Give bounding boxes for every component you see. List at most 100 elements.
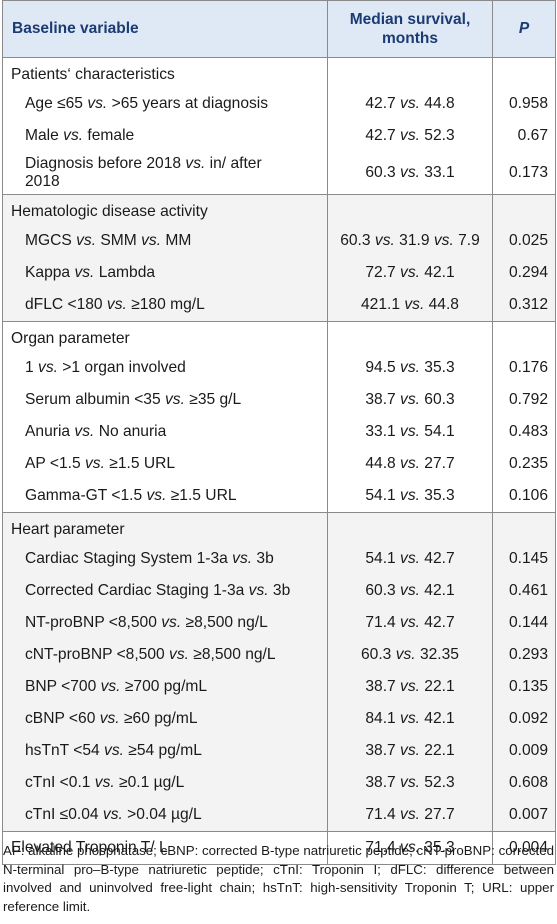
table-row: hsTnT <54 vs. ≥54 pg/mL 38.7 vs. 22.1 0.00… <box>2 735 556 767</box>
median-survival-cell: 38.7 vs. 52.3 <box>327 767 493 799</box>
p-value-cell: 0.461 <box>492 575 556 607</box>
variable-cell: AP <1.5 vs. ≥1.5 URL <box>2 448 328 480</box>
table-row: MGCS vs. SMM vs. MM 60.3 vs. 31.9 vs. 7.9… <box>2 225 556 257</box>
table-row: Serum albumin <35 vs. ≥35 g/L 38.7 vs. 60… <box>2 384 556 416</box>
variable-cell: Serum albumin <35 vs. ≥35 g/L <box>2 384 328 416</box>
empty-cell <box>327 57 493 88</box>
median-survival-cell: 60.3 vs. 33.1 <box>327 152 493 195</box>
p-value-cell: 0.173 <box>492 152 556 195</box>
table-row: dFLC <180 vs. ≥180 mg/L 421.1 vs. 44.8 0.3… <box>2 289 556 322</box>
table-row: NT-proBNP <8,500 vs. ≥8,500 ng/L 71.4 vs.… <box>2 607 556 639</box>
median-survival-cell: 54.1 vs. 42.7 <box>327 543 493 575</box>
header-median-survival-line1: Median survival, <box>349 11 471 28</box>
header-median-survival: Median survival, months <box>327 0 493 58</box>
median-survival-cell: 38.7 vs. 22.1 <box>327 735 493 767</box>
p-value-cell: 0.176 <box>492 352 556 384</box>
empty-cell <box>327 321 493 352</box>
variable-cell: Cardiac Staging System 1-3a vs. 3b <box>2 543 328 575</box>
median-survival-cell: 38.7 vs. 22.1 <box>327 671 493 703</box>
median-survival-cell: 42.7 vs. 44.8 <box>327 88 493 120</box>
table-row: Corrected Cardiac Staging 1-3a vs. 3b 60.… <box>2 575 556 607</box>
p-value-cell: 0.025 <box>492 225 556 257</box>
variable-cell: Gamma-GT <1.5 vs. ≥1.5 URL <box>2 480 328 513</box>
table-row: cNT-proBNP <8,500 vs. ≥8,500 ng/L 60.3 vs… <box>2 639 556 671</box>
section-title: Patients‘ characteristics <box>2 57 328 88</box>
p-value-cell: 0.235 <box>492 448 556 480</box>
p-value-cell: 0.483 <box>492 416 556 448</box>
section-title-row: Hematologic disease activity <box>2 194 556 225</box>
p-value-cell: 0.009 <box>492 735 556 767</box>
table-row: Diagnosis before 2018 vs. in/ after 2018 6… <box>2 152 556 195</box>
table-row: cTnI ≤0.04 vs. >0.04 µg/L 71.4 vs. 27.7 0.… <box>2 799 556 832</box>
table-row: BNP <700 vs. ≥700 pg/mL 38.7 vs. 22.1 0.13… <box>2 671 556 703</box>
median-survival-cell: 60.3 vs. 32.35 <box>327 639 493 671</box>
variable-cell: cBNP <60 vs. ≥60 pg/mL <box>2 703 328 735</box>
section-title: Heart parameter <box>2 512 328 543</box>
variable-cell: 1 vs. >1 organ involved <box>2 352 328 384</box>
variable-cell: Male vs. female <box>2 120 328 152</box>
section-1: Hematologic disease activity MGCS vs. SMM… <box>2 194 556 322</box>
variable-cell: cTnI <0.1 vs. ≥0.1 µg/L <box>2 767 328 799</box>
variable-cell: cNT-proBNP <8,500 vs. ≥8,500 ng/L <box>2 639 328 671</box>
p-value-cell: 0.007 <box>492 799 556 832</box>
variable-cell: Kappa vs. Lambda <box>2 257 328 289</box>
baseline-survival-table: Baseline variable Median survival, month… <box>2 0 556 865</box>
median-survival-cell: 60.3 vs. 31.9 vs. 7.9 <box>327 225 493 257</box>
section-0: Patients‘ characteristics Age ≤65 vs. >65… <box>2 57 556 195</box>
variable-cell: BNP <700 vs. ≥700 pg/mL <box>2 671 328 703</box>
empty-cell <box>492 194 556 225</box>
table-footnote: AP: alkaline phosphatase; cBNP: correcte… <box>3 843 554 914</box>
table-row: Gamma-GT <1.5 vs. ≥1.5 URL 54.1 vs. 35.3 0… <box>2 480 556 513</box>
section-title: Organ parameter <box>2 321 328 352</box>
variable-cell: NT-proBNP <8,500 vs. ≥8,500 ng/L <box>2 607 328 639</box>
variable-cell: Diagnosis before 2018 vs. in/ after 2018 <box>2 152 328 195</box>
median-survival-cell: 54.1 vs. 35.3 <box>327 480 493 513</box>
p-value-cell: 0.792 <box>492 384 556 416</box>
table-row: cBNP <60 vs. ≥60 pg/mL 84.1 vs. 42.1 0.092 <box>2 703 556 735</box>
p-value-cell: 0.144 <box>492 607 556 639</box>
table-row: Cardiac Staging System 1-3a vs. 3b 54.1 v… <box>2 543 556 575</box>
section-2: Organ parameter 1 vs. >1 organ involved 94… <box>2 321 556 513</box>
p-value-cell: 0.67 <box>492 120 556 152</box>
variable-cell: hsTnT <54 vs. ≥54 pg/mL <box>2 735 328 767</box>
median-survival-cell: 71.4 vs. 27.7 <box>327 799 493 832</box>
p-value-cell: 0.135 <box>492 671 556 703</box>
header-median-survival-line2: months <box>382 30 438 47</box>
median-survival-cell: 33.1 vs. 54.1 <box>327 416 493 448</box>
table-row: Male vs. female 42.7 vs. 52.3 0.67 <box>2 120 556 152</box>
variable-cell: dFLC <180 vs. ≥180 mg/L <box>2 289 328 322</box>
p-value-cell: 0.106 <box>492 480 556 513</box>
empty-cell <box>327 194 493 225</box>
table-row: Kappa vs. Lambda 72.7 vs. 42.1 0.294 <box>2 257 556 289</box>
variable-cell: Corrected Cardiac Staging 1-3a vs. 3b <box>2 575 328 607</box>
header-p-value: P <box>492 0 556 58</box>
p-value-cell: 0.145 <box>492 543 556 575</box>
median-survival-cell: 38.7 vs. 60.3 <box>327 384 493 416</box>
median-survival-cell: 84.1 vs. 42.1 <box>327 703 493 735</box>
p-value-cell: 0.958 <box>492 88 556 120</box>
header-row: Baseline variable Median survival, month… <box>2 0 556 58</box>
table-row: Age ≤65 vs. >65 years at diagnosis 42.7 v… <box>2 88 556 120</box>
header-baseline-variable: Baseline variable <box>2 0 328 58</box>
p-value-cell: 0.312 <box>492 289 556 322</box>
table-row: cTnI <0.1 vs. ≥0.1 µg/L 38.7 vs. 52.3 0.60… <box>2 767 556 799</box>
median-survival-cell: 44.8 vs. 27.7 <box>327 448 493 480</box>
variable-cell: MGCS vs. SMM vs. MM <box>2 225 328 257</box>
empty-cell <box>327 512 493 543</box>
table-row: Elevated Troponin T/ L 71.4 vs. 35.3 0.004 <box>2 831 556 865</box>
variable-cell: Age ≤65 vs. >65 years at diagnosis <box>2 88 328 120</box>
median-survival-cell: 60.3 vs. 42.1 <box>327 575 493 607</box>
empty-cell <box>492 57 556 88</box>
section-title-row: Patients‘ characteristics <box>2 57 556 88</box>
table-row: 1 vs. >1 organ involved 94.5 vs. 35.3 0.17… <box>2 352 556 384</box>
empty-cell <box>492 321 556 352</box>
variable-cell: cTnI ≤0.04 vs. >0.04 µg/L <box>2 799 328 832</box>
median-survival-cell: 71.4 vs. 42.7 <box>327 607 493 639</box>
empty-cell <box>492 512 556 543</box>
median-survival-cell: 42.7 vs. 52.3 <box>327 120 493 152</box>
median-survival-cell: 94.5 vs. 35.3 <box>327 352 493 384</box>
variable-cell: Anuria vs. No anuria <box>2 416 328 448</box>
survival-table-container: Baseline variable Median survival, month… <box>2 0 556 865</box>
section-title: Hematologic disease activity <box>2 194 328 225</box>
table-row: Anuria vs. No anuria 33.1 vs. 54.1 0.483 <box>2 416 556 448</box>
